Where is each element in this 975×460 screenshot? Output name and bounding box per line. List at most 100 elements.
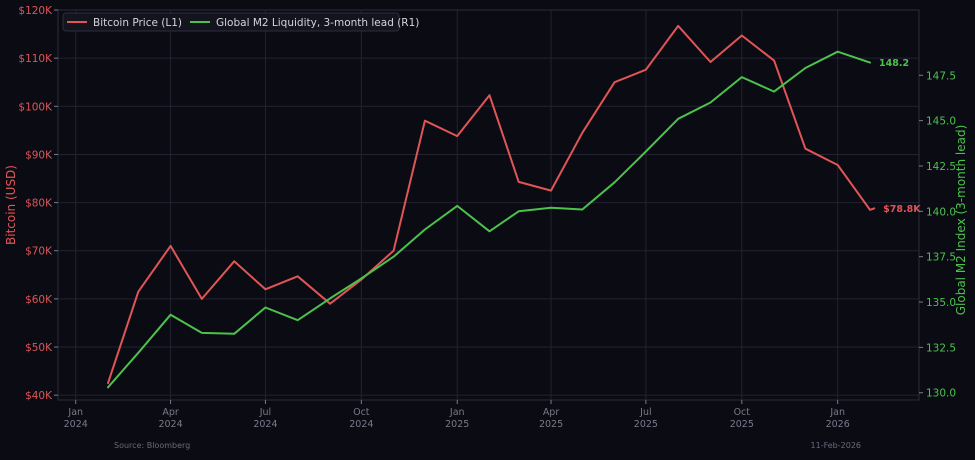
x-tick-label-year: 2025 <box>445 419 469 430</box>
x-tick-label-year: 2025 <box>730 419 754 430</box>
m2-data-point <box>550 206 552 209</box>
left-tick-label: $40K <box>25 390 53 402</box>
btc-data-point <box>869 209 871 211</box>
x-tick-label-year: 2024 <box>64 419 88 430</box>
series-lines <box>107 24 876 389</box>
right-tick-label: 147.5 <box>926 70 956 82</box>
m2-data-point <box>488 230 491 233</box>
btc-data-point <box>804 147 807 150</box>
btc-data-point <box>550 189 552 192</box>
btc-data-point <box>873 207 875 210</box>
btc-data-point <box>329 302 331 305</box>
right-tick-label: 140.0 <box>926 206 956 218</box>
date-note: 11-Feb-2026 <box>811 441 861 450</box>
x-tick-label-month: Jan <box>67 407 83 418</box>
btc-data-point <box>677 25 680 27</box>
x-tick-label-month: Apr <box>543 407 560 418</box>
m2-data-point <box>201 332 203 334</box>
m2-data-point <box>169 313 172 316</box>
left-tick-label: $90K <box>25 149 53 161</box>
m2-data-point <box>456 205 459 207</box>
btc-data-point <box>517 181 520 183</box>
m2-data-point <box>517 210 520 213</box>
x-tick-label-month: Jul <box>259 407 271 418</box>
m2-data-point <box>645 150 647 153</box>
btc-data-point <box>296 275 299 278</box>
m2-data-point <box>677 118 680 120</box>
right-tick-label: 130.0 <box>926 388 956 400</box>
btc-data-point <box>264 288 267 291</box>
right-axis-ticks: 130.0 132.5 135.0 137.5 140.0 142.5 145.0 147.5 <box>919 70 956 400</box>
x-axis-ticks: Jan2024Apr2024Jul2024Oct2024Jan2025Apr20… <box>64 400 850 430</box>
left-tick-label: $110K <box>18 53 53 65</box>
btc-data-point <box>773 59 775 62</box>
plot-frame <box>57 9 920 401</box>
m2-data-point <box>804 67 807 69</box>
btc-data-point <box>233 260 235 263</box>
m2-data-point <box>360 277 363 280</box>
btc-data-point <box>424 119 426 122</box>
m2-data-point <box>233 332 235 335</box>
x-tick-label-year: 2024 <box>253 419 277 430</box>
left-axis-ticks: $40K $50K $60K $70K $80K $90K $100K $110K $120K <box>18 5 58 402</box>
left-tick-label: $60K <box>25 294 53 306</box>
x-tick-label-year: 2025 <box>539 419 563 430</box>
btc-data-point <box>137 290 140 293</box>
right-tick-label: 135.0 <box>926 297 956 309</box>
btc-data-point <box>709 61 712 63</box>
right-tick-label: 132.5 <box>926 342 956 354</box>
x-tick-label-year: 2026 <box>826 419 850 430</box>
btc-data-point <box>740 34 743 37</box>
m2-data-point <box>836 50 839 53</box>
btc-price-line <box>107 24 876 385</box>
legend-label-btc: Bitcoin Price (L1) <box>93 17 182 29</box>
btc-end-label: $78.8K <box>883 204 921 215</box>
legend-label-m2: Global M2 Liquidity, 3-month lead (R1) <box>216 17 419 29</box>
x-tick-label-month: Jul <box>639 407 651 418</box>
btc-data-point <box>581 131 584 134</box>
m2-data-point <box>709 101 712 104</box>
x-tick-label-month: Jan <box>829 407 845 418</box>
x-tick-label-month: Oct <box>734 407 751 418</box>
m2-data-point <box>613 181 616 184</box>
right-tick-label: 137.5 <box>926 252 956 264</box>
left-tick-label: $120K <box>18 5 53 17</box>
left-tick-label: $50K <box>25 342 53 354</box>
end-labels: $78.8K 148.2 <box>879 58 921 215</box>
m2-data-point <box>137 352 140 354</box>
right-tick-label: 142.5 <box>926 161 956 173</box>
left-tick-label: $100K <box>18 101 53 113</box>
x-tick-label-month: Oct <box>353 407 370 418</box>
m2-data-point <box>107 386 109 389</box>
right-axis-label: Global M2 Index (3-month lead) <box>954 125 968 316</box>
x-tick-label-year: 2025 <box>634 419 658 430</box>
x-tick-label-year: 2024 <box>349 419 373 430</box>
left-tick-label: $70K <box>25 246 53 258</box>
m2-data-point <box>329 297 331 300</box>
btc-data-point <box>201 298 203 300</box>
m2-data-point <box>740 76 743 78</box>
m2-data-point <box>424 228 426 231</box>
x-tick-label-year: 2024 <box>158 419 182 430</box>
left-tick-label: $80K <box>25 198 53 210</box>
m2-data-point <box>392 255 395 258</box>
m2-data-point <box>773 90 775 93</box>
btc-data-point <box>836 164 839 166</box>
btc-data-point <box>169 245 172 247</box>
legend: Bitcoin Price (L1) Global M2 Liquidity, … <box>62 12 419 32</box>
btc-data-point <box>613 81 616 84</box>
m2-data-point <box>581 208 584 211</box>
m2-data-point <box>869 61 871 64</box>
left-axis-label: Bitcoin (USD) <box>4 165 18 245</box>
m2-data-point <box>296 319 299 321</box>
btc-data-point <box>645 68 647 71</box>
right-tick-label: 145.0 <box>926 116 956 128</box>
source-note: Source: Bloomberg <box>114 441 190 450</box>
btc-data-point <box>107 382 109 384</box>
x-tick-label-month: Apr <box>162 407 179 418</box>
btc-data-point <box>456 135 459 137</box>
m2-end-label: 148.2 <box>879 58 909 69</box>
btc-data-point <box>392 249 395 252</box>
